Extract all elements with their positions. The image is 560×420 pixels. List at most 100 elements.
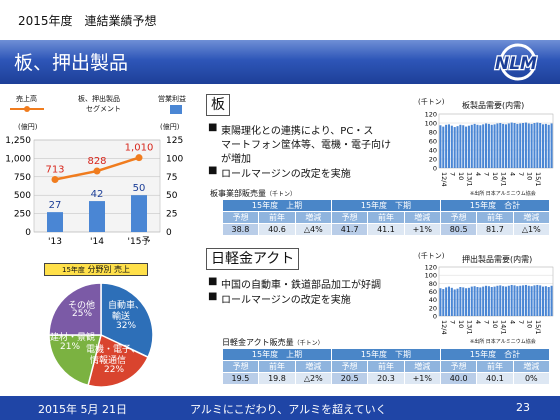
demand-bar — [490, 124, 493, 168]
sheet-table-title-text: 板事業部販売量 — [210, 189, 266, 198]
demand-bar — [459, 124, 462, 168]
bullet-marker: ■ — [208, 276, 218, 287]
table-cell: 38.8 — [222, 223, 260, 235]
demand-bar — [479, 287, 482, 316]
demand-bar — [544, 286, 547, 316]
demand-bar — [453, 127, 456, 168]
table-group-cell: 15年度 合計 — [439, 199, 551, 212]
demand-bar — [542, 286, 545, 316]
left-axis-unit: (億円) — [18, 123, 38, 131]
y-tick-label: 100 — [425, 272, 437, 280]
demand-bar — [450, 287, 453, 316]
pie-label-build-pct: 21% — [60, 342, 81, 352]
y-tick-label: 40 — [429, 147, 437, 155]
right-tick-label: 75 — [166, 173, 177, 183]
table-cell: 40.1 — [476, 372, 514, 384]
sheet-heading: 板 — [206, 94, 230, 116]
demand-bar — [536, 122, 539, 168]
demand-bar — [462, 287, 465, 316]
y-tick-label: 60 — [429, 138, 437, 146]
demand-bar — [470, 286, 473, 316]
pie-label-auto-2: 輸送 — [112, 312, 131, 322]
table-cell: 20.5 — [331, 372, 369, 384]
bullet-marker: ■ — [208, 122, 218, 133]
op-bar-label: 42 — [91, 189, 104, 200]
table-col-cell: 前年 — [367, 211, 405, 224]
demand-bar — [470, 124, 473, 168]
bullet-marker: ■ — [208, 165, 218, 176]
x-tick-label: 14/1 — [500, 320, 508, 335]
table-col-cell: 増減 — [512, 211, 551, 224]
demand-bar — [507, 285, 510, 316]
demand-bar — [513, 123, 516, 168]
pie-label-elec-pct: 22% — [104, 365, 125, 375]
op-bar — [131, 195, 147, 232]
x-tick-label: 4 — [508, 172, 516, 176]
x-tick-label: '15予 — [128, 236, 151, 247]
table-col-cell: 前年 — [367, 360, 405, 373]
table-cell: 41.7 — [331, 223, 369, 235]
left-tick-label: 0 — [25, 228, 31, 238]
demand-bar — [465, 126, 468, 168]
table-row: 38.8 40.6 △4% 41.7 41.1 +1% 80.5 81.7 △1% — [222, 223, 551, 235]
page-number: 23 — [516, 401, 530, 414]
demand-bar — [456, 126, 459, 168]
demand-bar — [542, 124, 545, 168]
demand-bar — [473, 123, 476, 168]
nlm-logo-icon: NLM — [494, 43, 538, 81]
demand-bar — [504, 286, 507, 316]
demand-bar — [513, 285, 516, 316]
table-col-cell: 予想 — [221, 211, 260, 224]
x-tick-label: 12/4 — [440, 320, 448, 335]
pie-slice-elec — [87, 333, 150, 388]
table-col-cell: 前年 — [258, 211, 296, 224]
pie-label-other: その他 — [68, 301, 96, 311]
sheet-table-unit: （千トン） — [266, 191, 297, 198]
demand-bar — [499, 285, 502, 316]
left-tick-label: 250 — [14, 210, 31, 220]
demand-bar — [522, 123, 525, 168]
demand-bar — [445, 124, 448, 168]
demand-bar — [527, 285, 530, 316]
table-col-cell: 増減 — [512, 360, 551, 373]
demand-bar — [530, 123, 533, 168]
demand-bar — [539, 123, 542, 168]
table-cell: 20.3 — [367, 372, 405, 384]
extr-table-title-text: 日軽金アクト販売量 — [222, 338, 294, 347]
sheet-sales-table: 15年度 上期 15年度 下期 15年度 合計 予想 前年 増減 予想 前年 増減 予想 前年 増減 3… — [221, 199, 551, 235]
demand-bar — [487, 286, 490, 316]
op-bar — [89, 201, 105, 232]
pie-slice-build — [48, 334, 102, 387]
right-tick-label: 50 — [166, 191, 178, 201]
table-cell: △4% — [295, 223, 332, 235]
table-cell: 19.8 — [258, 372, 296, 384]
left-tick-label: 1,250 — [5, 136, 31, 146]
table-col-cell: 前年 — [476, 360, 514, 373]
op-bar-label: 27 — [49, 200, 62, 211]
x-tick-label: 10 — [491, 320, 499, 328]
table-group-header: 15年度 上期 15年度 下期 15年度 合計 — [222, 348, 551, 361]
demand-bar — [524, 284, 527, 316]
left-tick-label: 1,000 — [5, 154, 31, 164]
legend-line-icon — [10, 106, 44, 112]
table-col-cell: 予想 — [439, 360, 478, 373]
x-tick-label: 10 — [525, 172, 533, 180]
table-cell: 0% — [513, 372, 551, 384]
demand-bar — [462, 125, 465, 168]
x-tick-label: 7 — [517, 320, 525, 324]
title-banner — [0, 40, 560, 84]
demand-bar — [519, 285, 522, 316]
x-tick-label: '13 — [48, 237, 62, 247]
demand-bar — [533, 285, 536, 316]
pie-label-elec-2: 情報通信 — [90, 356, 127, 366]
demand-bar — [519, 123, 522, 168]
left-tick-label: 500 — [14, 191, 31, 201]
y-tick-label: 80 — [429, 280, 437, 288]
table-col-cell: 予想 — [439, 211, 478, 224]
pie-label-auto-pct: 32% — [116, 321, 137, 331]
y-tick-label: 60 — [429, 288, 437, 296]
demand-bar — [439, 288, 442, 316]
table-col-header: 予想 前年 増減 予想 前年 増減 予想 前年 増減 — [221, 360, 551, 373]
